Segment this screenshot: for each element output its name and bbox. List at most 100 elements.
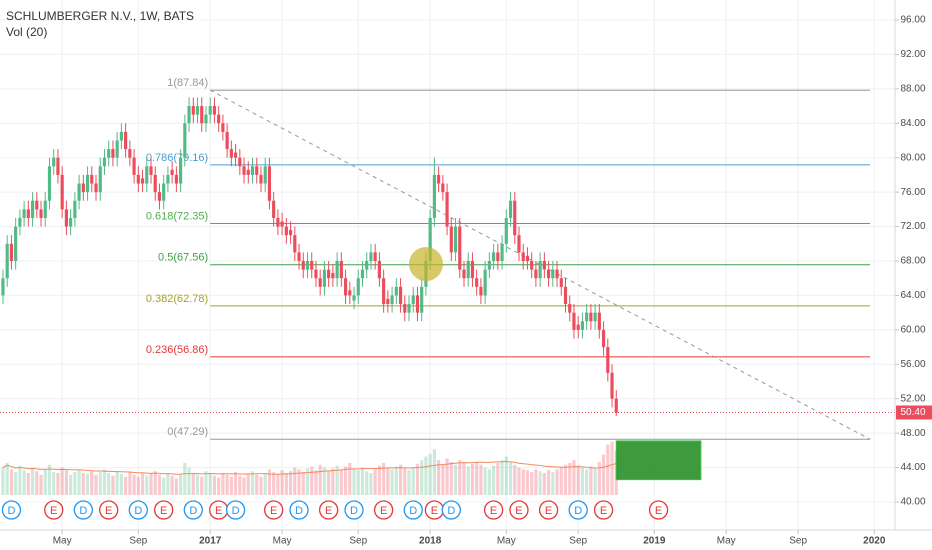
volume-bar	[428, 453, 432, 495]
volume-bar	[534, 469, 538, 495]
volume-bar	[77, 469, 81, 495]
volume-bar	[259, 476, 263, 495]
candle-body	[525, 255, 530, 261]
volume-bar	[242, 477, 246, 495]
event-marker	[99, 500, 119, 520]
candle-body	[542, 260, 546, 270]
candle-body	[111, 149, 115, 158]
candle-body	[250, 166, 255, 175]
candle-body	[153, 174, 157, 193]
candle-body	[242, 166, 246, 175]
event-marker	[154, 500, 174, 520]
candle-body	[140, 178, 145, 184]
candle-body	[52, 157, 56, 167]
candle-body	[43, 200, 47, 218]
event-label: E	[431, 505, 438, 517]
volume-bar	[26, 473, 30, 495]
volume-bar	[288, 471, 293, 495]
volume-bar	[555, 469, 559, 495]
volume-bar	[166, 473, 170, 495]
volume-bar	[229, 476, 233, 495]
candle-body	[390, 295, 394, 305]
candle-body	[394, 286, 398, 296]
y-tick-label: 96.00	[900, 15, 925, 26]
volume-bar	[343, 466, 348, 495]
volume-bar	[208, 473, 212, 495]
y-tick-label: 84.00	[900, 118, 925, 129]
candle-body	[470, 260, 475, 279]
y-tick-label: 80.00	[900, 152, 925, 163]
volume-bar	[234, 472, 238, 495]
candle-body	[572, 312, 576, 330]
candle-body	[415, 295, 420, 313]
volume-bar	[39, 474, 43, 495]
x-tick-label: May	[717, 536, 736, 547]
candles	[1, 97, 618, 416]
y-tick-label: 60.00	[900, 325, 925, 336]
volume-bar	[373, 469, 377, 495]
event-label: E	[600, 505, 607, 517]
x-tick-label: 2020	[863, 536, 886, 547]
candle-body	[432, 174, 436, 218]
fib-label: 0.618(72.35)	[146, 210, 208, 222]
fib-retracement: 1(87.84) 0.786(79.16) 0.618(72.35) 0.5(67.5…	[0, 77, 895, 481]
volume-bar	[263, 473, 267, 495]
candle-body	[225, 131, 229, 150]
candle-body	[115, 140, 119, 158]
volume-bar	[420, 460, 424, 495]
candle-body	[39, 209, 43, 218]
volume-bar	[107, 473, 111, 495]
volume-bar	[589, 466, 593, 495]
candle-body	[272, 200, 276, 218]
candle-body	[204, 114, 208, 124]
candle-body	[212, 106, 217, 115]
candle-body	[335, 260, 339, 279]
volume-bar	[90, 471, 94, 495]
volume-bar	[580, 467, 585, 495]
event-label: E	[105, 505, 112, 517]
volume-bar	[500, 460, 504, 495]
y-tick-label: 64.00	[900, 290, 925, 301]
candle-body	[85, 174, 90, 193]
event-label: D	[79, 505, 87, 517]
candle-body	[276, 217, 280, 227]
candle-body	[90, 174, 94, 184]
candle-body	[102, 157, 107, 167]
candle-body	[119, 131, 123, 141]
x-tick-label: 2017	[199, 536, 222, 547]
candle-body	[479, 286, 483, 296]
candle-body	[449, 226, 453, 253]
event-label: E	[270, 505, 277, 517]
volume-bar	[593, 467, 597, 495]
volume-bar	[483, 467, 487, 495]
volume-bar	[140, 473, 145, 495]
volume-bar	[297, 469, 301, 495]
candle-body	[60, 174, 64, 210]
volume-bar	[525, 470, 530, 495]
volume-bar	[453, 464, 458, 495]
volume-bar	[597, 462, 601, 495]
x-tick-label: Sep	[129, 536, 147, 547]
volume-bar	[585, 469, 589, 495]
event-label: E	[160, 505, 167, 517]
x-tick-label: 2018	[419, 536, 442, 547]
candle-body	[496, 252, 500, 261]
volume-bar	[267, 469, 272, 495]
candle-body	[462, 269, 466, 279]
volume-bar	[191, 473, 195, 495]
volume-bar	[195, 474, 200, 495]
event-label: E	[325, 505, 332, 517]
event-marker	[318, 500, 339, 520]
candle-body	[369, 252, 373, 261]
volume-bar	[280, 470, 284, 495]
volume-bar	[81, 473, 85, 495]
volume-bar	[9, 469, 14, 495]
fib-label: 0(47.29)	[167, 426, 208, 438]
volume-bar	[30, 467, 35, 495]
volume-bar	[301, 472, 305, 495]
candle-body	[47, 166, 52, 201]
candle-body	[331, 273, 335, 279]
event-marker	[73, 500, 93, 520]
candle-body	[73, 200, 77, 218]
highlight-circle	[409, 247, 443, 281]
